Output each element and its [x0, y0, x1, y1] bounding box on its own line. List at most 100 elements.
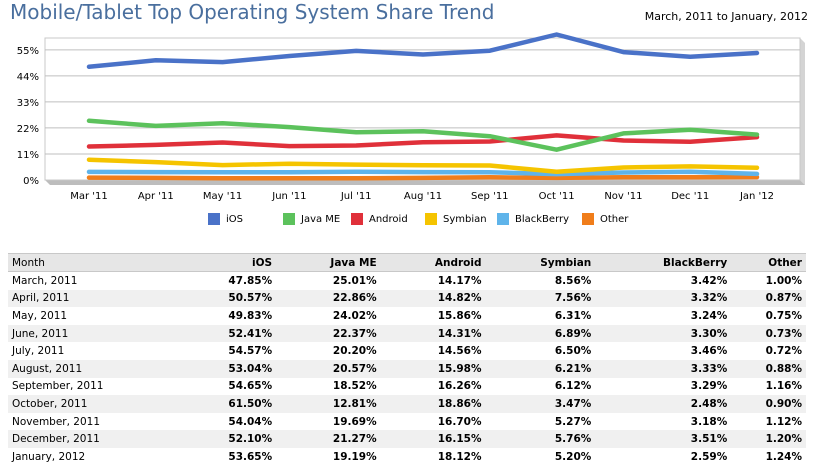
- x-tick-label: Nov '11: [604, 191, 642, 202]
- table-cell: May, 2011: [12, 309, 68, 322]
- table-cell: 15.86%: [437, 309, 482, 322]
- table-row: July, 2011 54.57% 20.20% 14.56% 6.50% 3.46% 0.…: [8, 342, 806, 360]
- x-tick-label: Aug '11: [404, 191, 442, 202]
- table-cell: 0.73%: [731, 324, 806, 343]
- column-header: Other: [731, 253, 806, 272]
- legend-swatch: [425, 213, 437, 225]
- column-header: iOS: [137, 253, 277, 272]
- legend-item-blackberry: BlackBerry: [497, 213, 569, 225]
- legend-label: Java ME: [301, 213, 341, 225]
- series-line-symbian: [86, 157, 760, 175]
- table-cell: 54.57%: [228, 345, 273, 358]
- table-cell: 16.70%: [437, 415, 482, 428]
- line-chart: 0% 11% 22% 33% 44% 55% Mar '11 Apr '11 May '11 Ju…: [17, 32, 805, 202]
- table-cell: 3.30%: [595, 324, 732, 343]
- table-cell: 49.83%: [228, 309, 273, 322]
- plot-side-wall: [800, 38, 805, 185]
- y-tick-label: 33%: [17, 98, 39, 109]
- table-cell: 52.10%: [137, 430, 277, 448]
- table-cell: 22.37%: [276, 324, 381, 343]
- table-cell: 20.20%: [332, 345, 377, 358]
- table-cell: 14.82%: [380, 289, 486, 308]
- table-cell: 3.18%: [690, 415, 728, 428]
- data-table: Month iOS Java ME Android Symbian BlackBerry O…: [8, 253, 806, 466]
- table-row: October, 2011 61.50% 12.81% 18.86% 3.47% 2.48…: [8, 395, 806, 413]
- table-cell: September, 2011: [12, 380, 104, 393]
- legend-label: BlackBerry: [515, 213, 570, 225]
- table-cell: 3.32%: [595, 289, 732, 308]
- legend-label: iOS: [226, 213, 243, 225]
- table-row: January, 2012 53.65% 19.19% 18.12% 5.20% 2.59…: [8, 448, 806, 466]
- column-header: Android: [380, 253, 486, 272]
- table-cell: 1.20%: [731, 430, 806, 448]
- x-tick-label: Sep '11: [471, 191, 509, 202]
- plot-floor: [45, 180, 805, 185]
- table-cell: 3.24%: [690, 309, 728, 322]
- table-cell: July, 2011: [12, 345, 65, 358]
- table-cell: November, 2011: [12, 415, 101, 428]
- series-line-blackberry: [86, 169, 760, 177]
- table-cell: 0.72%: [765, 345, 802, 358]
- table-cell: 50.57%: [137, 289, 277, 308]
- table-cell: April, 2011: [8, 289, 138, 308]
- x-tick-label: Mar '11: [70, 191, 108, 202]
- table-cell: June, 2011: [8, 324, 138, 343]
- y-tick-label: 55%: [17, 46, 39, 57]
- legend-label: Android: [369, 213, 408, 225]
- table-cell: 1.00%: [765, 274, 802, 287]
- legend-item-other: Other: [582, 213, 628, 225]
- chart-legend: iOS Java ME Android Symbian BlackBerry Other: [0, 213, 820, 229]
- table-cell: 5.27%: [554, 415, 592, 428]
- table-cell: August, 2011: [8, 359, 138, 378]
- table-cell: 16.15%: [380, 430, 486, 448]
- table-cell: 14.17%: [437, 274, 482, 287]
- table-row: November, 2011 54.04% 19.69% 16.70% 5.27% 3.1…: [8, 413, 806, 431]
- legend-label: Symbian: [443, 213, 487, 225]
- table-cell: 15.98%: [380, 359, 486, 378]
- table-cell: 19.69%: [332, 415, 377, 428]
- y-tick-label: 22%: [17, 124, 39, 135]
- table-row: May, 2011 49.83% 24.02% 15.86% 6.31% 3.24% 0.7…: [8, 307, 806, 325]
- series-line-android: [86, 133, 760, 149]
- table-cell: 8.56%: [554, 274, 592, 287]
- table-cell: 7.56%: [485, 289, 596, 308]
- table-row: December, 2011 52.10% 21.27% 16.15% 5.76% 3.5…: [8, 430, 806, 448]
- legend-swatch: [497, 213, 509, 225]
- table-cell: 3.51%: [595, 430, 732, 448]
- table-cell: March, 2011: [12, 274, 78, 287]
- table-cell: 0.88%: [731, 359, 806, 378]
- table-cell: 24.02%: [332, 309, 377, 322]
- series-line-java-me: [86, 118, 760, 152]
- legend-swatch: [283, 213, 295, 225]
- legend-swatch: [208, 213, 220, 225]
- table-cell: 54.04%: [228, 415, 273, 428]
- table-cell: 18.52%: [332, 380, 377, 393]
- table-row: September, 2011 54.65% 18.52% 16.26% 6.12% 3.…: [8, 378, 806, 396]
- table-cell: 53.65%: [228, 450, 273, 463]
- table-cell: 19.19%: [332, 450, 377, 463]
- table-cell: 18.12%: [437, 450, 482, 463]
- x-tick-label: Dec '11: [671, 191, 709, 202]
- y-tick-label: 44%: [17, 72, 39, 83]
- column-header: BlackBerry: [595, 253, 732, 272]
- table-cell: 21.27%: [276, 430, 381, 448]
- table-cell: January, 2012: [12, 450, 86, 463]
- legend-item-ios: iOS: [208, 213, 243, 225]
- table-cell: 20.57%: [276, 359, 381, 378]
- table-cell: 6.12%: [554, 380, 592, 393]
- y-tick-label: 0%: [23, 176, 39, 187]
- table-cell: 5.76%: [485, 430, 596, 448]
- table-cell: 2.59%: [690, 450, 728, 463]
- x-tick-label: May '11: [203, 191, 242, 202]
- table-cell: 6.89%: [485, 324, 596, 343]
- table-cell: 22.86%: [276, 289, 381, 308]
- column-header: Java ME: [276, 253, 381, 272]
- table-cell: 14.31%: [380, 324, 486, 343]
- y-tick-label: 11%: [17, 150, 39, 161]
- table-cell: 3.42%: [690, 274, 728, 287]
- table-cell: 47.85%: [228, 274, 273, 287]
- legend-swatch: [582, 213, 594, 225]
- page-title: Mobile/Tablet Top Operating System Share…: [10, 0, 495, 24]
- table-cell: 6.31%: [554, 309, 592, 322]
- table-cell: 6.21%: [485, 359, 596, 378]
